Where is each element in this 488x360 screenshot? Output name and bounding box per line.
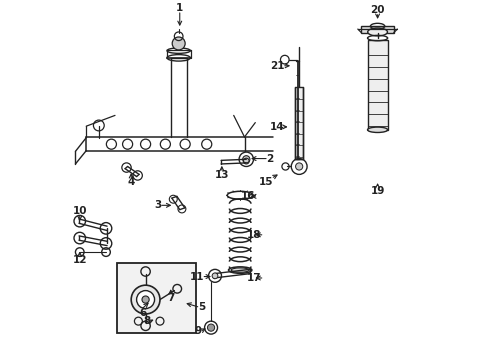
Text: 10: 10 xyxy=(72,206,87,216)
Circle shape xyxy=(131,285,160,314)
Circle shape xyxy=(242,156,249,163)
Text: 19: 19 xyxy=(369,185,384,195)
Ellipse shape xyxy=(367,28,386,36)
Circle shape xyxy=(207,324,214,331)
Circle shape xyxy=(142,296,149,303)
Text: 8: 8 xyxy=(142,316,150,326)
Text: 1: 1 xyxy=(176,3,183,13)
FancyBboxPatch shape xyxy=(117,263,196,333)
Bar xyxy=(294,87,303,158)
Circle shape xyxy=(172,37,185,50)
Bar xyxy=(367,40,387,130)
Text: 14: 14 xyxy=(269,122,284,132)
Circle shape xyxy=(295,163,302,170)
Text: 15: 15 xyxy=(258,177,273,187)
Text: 6: 6 xyxy=(139,308,146,318)
Text: 3: 3 xyxy=(154,200,162,210)
Text: 13: 13 xyxy=(214,170,228,180)
Text: 4: 4 xyxy=(127,177,135,187)
Text: 18: 18 xyxy=(247,230,261,240)
Ellipse shape xyxy=(367,127,387,132)
Text: 5: 5 xyxy=(197,302,204,312)
Text: 20: 20 xyxy=(369,5,384,15)
Circle shape xyxy=(212,273,218,279)
Text: 9: 9 xyxy=(195,325,202,336)
Text: 12: 12 xyxy=(72,255,87,265)
Text: 21: 21 xyxy=(270,61,284,71)
Bar xyxy=(361,26,393,33)
Text: 11: 11 xyxy=(189,271,204,282)
Text: 16: 16 xyxy=(240,191,255,201)
Circle shape xyxy=(136,291,154,309)
Text: 17: 17 xyxy=(246,273,261,283)
Text: 2: 2 xyxy=(265,154,273,163)
Ellipse shape xyxy=(228,267,251,273)
Text: 7: 7 xyxy=(167,293,174,303)
